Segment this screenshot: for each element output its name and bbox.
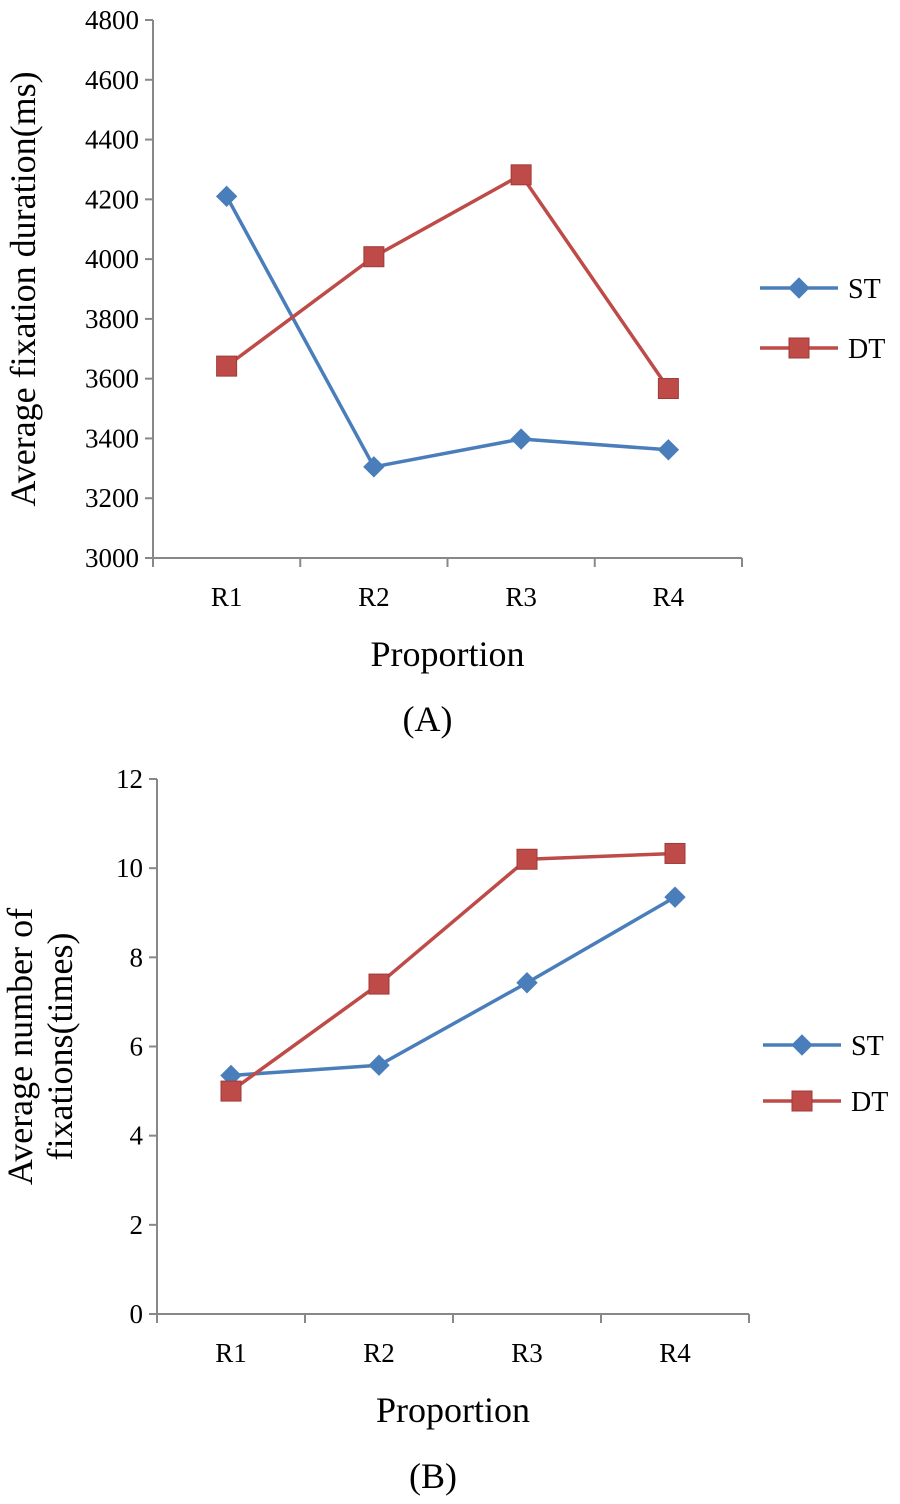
y-tick-label: 0: [130, 1299, 144, 1329]
data-point-st: [657, 439, 680, 461]
legend-marker-st: [788, 277, 810, 299]
y-tick-label: 4: [130, 1121, 144, 1151]
data-point-dt: [363, 246, 385, 268]
x-tick-label: R2: [358, 582, 390, 612]
legend-label-dt: DT: [848, 334, 885, 365]
data-point-dt: [510, 164, 532, 186]
y-axis-label: Average fixation duration(ms): [3, 71, 43, 506]
x-tick-label: R2: [363, 1338, 395, 1368]
y-tick-label: 3200: [85, 483, 139, 513]
legend-marker-dt: [788, 337, 810, 359]
series-line-dt: [229, 851, 676, 1093]
data-point-st: [510, 428, 532, 450]
x-tick-label: R4: [659, 1338, 691, 1368]
y-tick-label: 12: [116, 764, 143, 794]
y-tick-label: 3800: [85, 304, 139, 334]
y-axis-label-line: Average number of: [0, 908, 40, 1185]
series-line-st: [230, 895, 676, 1078]
chart-a: 3000 3200 3400 3600 3800 4000 4200 4400 4600 4800…: [3, 5, 885, 739]
data-point-dt: [657, 378, 679, 400]
data-point-dt: [220, 1080, 242, 1102]
legend-label-dt: DT: [851, 1087, 888, 1118]
legend-marker-dt: [791, 1090, 813, 1112]
y-tick-label: 4000: [85, 244, 139, 274]
x-tick-label: R4: [653, 582, 685, 612]
data-point-st: [363, 456, 385, 478]
data-point-dt: [664, 842, 686, 864]
y-tick-label: 6: [130, 1032, 144, 1062]
data-point-st: [664, 886, 686, 908]
x-axis-label: Proportion: [370, 634, 524, 674]
x-axis-label: Proportion: [376, 1390, 530, 1430]
series-line-dt: [225, 173, 670, 390]
x-tick-label: R1: [215, 1338, 247, 1368]
x-tick-label: R1: [211, 582, 243, 612]
legend-marker-st: [791, 1034, 813, 1056]
x-tick-label: R3: [505, 582, 537, 612]
y-tick-label: 4600: [85, 65, 139, 95]
data-point-st: [215, 185, 238, 208]
data-point-st: [516, 972, 538, 994]
data-point-dt: [516, 848, 538, 870]
y-tick-label: 4200: [85, 184, 139, 214]
panel-label: (B): [409, 1456, 457, 1496]
legend-label-st: ST: [848, 274, 881, 305]
chart-b: 0 2 4 6 8 10 12 R1 R2 R3 R4 Proportion Average numbe…: [0, 764, 888, 1496]
y-tick-label: 3400: [85, 423, 139, 453]
x-tick-label: R3: [511, 1338, 543, 1368]
y-tick-label: 10: [116, 853, 143, 883]
data-point-st: [368, 1054, 390, 1076]
y-tick-label: 3600: [85, 364, 139, 394]
data-point-dt: [368, 973, 390, 995]
legend-label-st: ST: [851, 1031, 884, 1062]
y-tick-label: 4400: [85, 125, 139, 155]
panel-label: (A): [403, 699, 453, 739]
y-tick-label: 4800: [85, 5, 139, 35]
y-tick-label: 2: [130, 1210, 144, 1240]
y-axis-label-line: fixations(times): [40, 933, 80, 1161]
y-tick-label: 3000: [85, 543, 139, 573]
data-point-dt: [216, 355, 238, 377]
series-line-st: [225, 195, 669, 469]
y-tick-label: 8: [130, 942, 144, 972]
